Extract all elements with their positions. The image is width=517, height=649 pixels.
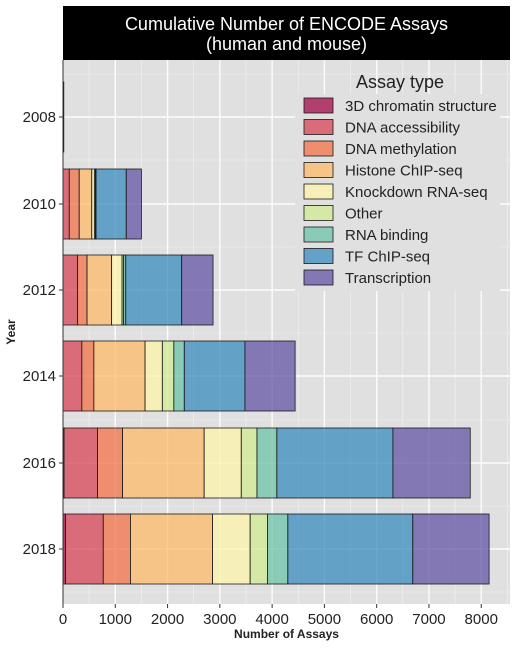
- legend-swatch: [303, 205, 334, 221]
- y-tick-label: 2010: [23, 196, 56, 213]
- chart-title: Cumulative Number of ENCODE Assays: [125, 14, 448, 34]
- x-tick-label: 3000: [203, 611, 236, 628]
- legend-label: DNA methylation: [345, 141, 457, 158]
- bar-segment: [287, 513, 414, 585]
- bar-segment: [173, 340, 185, 412]
- legend-swatch: [303, 226, 334, 243]
- bar-segment: [144, 340, 163, 412]
- legend-label: TF ChIP-seq: [345, 249, 430, 266]
- x-tick-label: 2000: [151, 611, 184, 628]
- bar-segment: [212, 513, 251, 585]
- x-axis-ticks: 0 1000 2000 3000 4000 5000 6000 7000 8000: [59, 604, 498, 628]
- bar-segment: [86, 254, 113, 326]
- title-banner: [63, 6, 510, 60]
- bars: [62, 60, 490, 604]
- bar-segment: [78, 168, 93, 240]
- x-tick-label: 0: [59, 611, 67, 628]
- legend-label: Transcription: [345, 270, 431, 287]
- y-tick-label: 2018: [23, 541, 56, 558]
- x-tick-label: 7000: [412, 611, 445, 628]
- bar-segment: [111, 254, 123, 326]
- bar-segment: [122, 427, 205, 499]
- bar-segment: [203, 427, 242, 499]
- legend-swatch: [303, 140, 334, 157]
- x-tick-label: 4000: [255, 611, 288, 628]
- y-axis-ticks: 2008 2010 2012 2014 2016 2018: [23, 109, 63, 558]
- x-tick-label: 8000: [465, 611, 498, 628]
- bar-segment: [256, 427, 278, 499]
- bar-segment: [392, 427, 471, 499]
- y-tick-label: 2008: [23, 109, 56, 126]
- legend-swatch: [303, 97, 334, 114]
- legend-title: Assay type: [356, 72, 444, 92]
- bar-segment: [62, 254, 79, 326]
- chart-subtitle: (human and mouse): [206, 34, 367, 54]
- bar-segment: [183, 340, 246, 412]
- bar-segment: [77, 254, 88, 326]
- bar-segment: [267, 513, 289, 585]
- bar-segment: [97, 427, 124, 499]
- bar-segment: [125, 254, 183, 326]
- x-axis-title: Number of Assays: [234, 627, 339, 641]
- bar-segment: [93, 340, 146, 412]
- y-tick-label: 2014: [23, 368, 56, 385]
- bar-segment: [130, 513, 213, 585]
- bar-segment: [240, 427, 258, 499]
- legend-label: DNA accessibility: [345, 120, 461, 137]
- bar-segment: [63, 427, 98, 499]
- x-tick-label: 5000: [308, 611, 341, 628]
- y-tick-label: 2012: [23, 282, 56, 299]
- legend-swatch: [303, 119, 334, 135]
- bar-segment: [276, 427, 394, 499]
- legend-swatch: [303, 269, 334, 286]
- bar-segment: [102, 513, 131, 585]
- bar-segment: [244, 340, 296, 412]
- y-tick-label: 2016: [23, 455, 56, 472]
- bar-segment: [412, 513, 490, 585]
- bar-segment: [181, 254, 214, 326]
- bar-segment: [62, 340, 83, 412]
- y-axis-title: Year: [4, 319, 18, 345]
- bar-segment: [62, 168, 70, 240]
- bar-segment: [68, 168, 80, 240]
- legend-label: 3D chromatin structure: [345, 98, 497, 115]
- x-tick-label: 1000: [99, 611, 132, 628]
- legend-label: Histone ChIP-seq: [345, 163, 463, 180]
- bar-segment: [125, 168, 142, 240]
- legend-swatch: [303, 162, 334, 178]
- legend-label: Other: [345, 206, 383, 223]
- legend-label: Knockdown RNA-seq: [345, 184, 488, 201]
- x-tick-label: 6000: [360, 611, 393, 628]
- legend-swatch: [303, 248, 334, 264]
- legend-label: RNA binding: [345, 227, 428, 244]
- bar-segment: [249, 513, 268, 585]
- bar-segment: [161, 340, 175, 412]
- bar-segment: [95, 168, 127, 240]
- legend-swatch: [303, 183, 334, 200]
- bar-segment: [81, 340, 95, 412]
- legend: Assay type 3D chromatin structure DNA acc…: [295, 72, 500, 291]
- bar-segment: [65, 513, 104, 585]
